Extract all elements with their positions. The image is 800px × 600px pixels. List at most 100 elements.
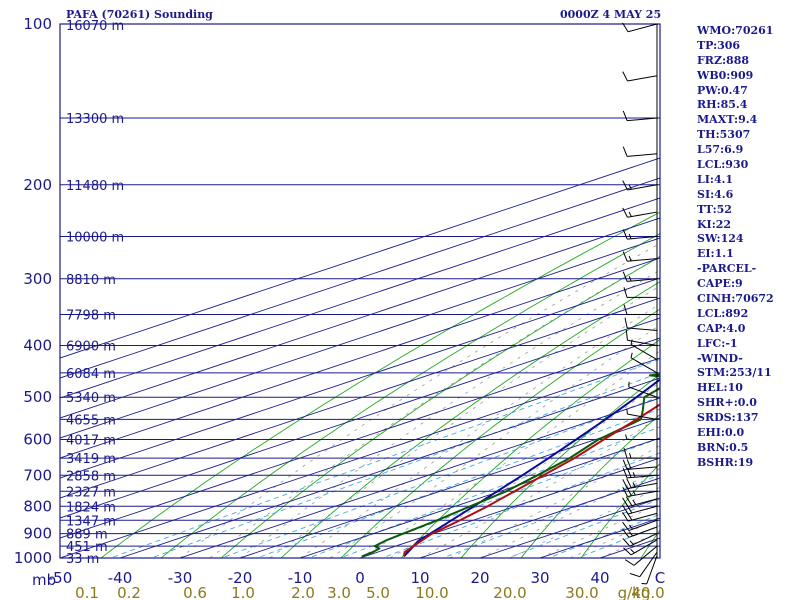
wind-barb bbox=[625, 545, 658, 566]
dry-adiabat-line bbox=[220, 256, 660, 558]
isotherm-line bbox=[60, 277, 660, 479]
indices-panel: WMO:70261 TP:306 FRZ:888 WB0:909 PW:0.47 RH:8… bbox=[697, 24, 774, 471]
index-entry: WB0:909 bbox=[697, 68, 754, 82]
dry-adiabat-line bbox=[340, 308, 660, 558]
temperature-tick-label: -50 bbox=[48, 569, 73, 587]
wind-barb bbox=[630, 339, 658, 360]
temperature-tick-label: 40 bbox=[590, 569, 609, 587]
temperature-tick-label: -20 bbox=[228, 569, 253, 587]
index-entry: CAP:4.0 bbox=[697, 321, 746, 335]
wind-barb bbox=[622, 180, 658, 191]
height-label: 11480 m bbox=[66, 179, 124, 194]
mixing-ratio-line bbox=[149, 372, 660, 558]
mixing-ratio-tick-label: 3.0 bbox=[327, 584, 351, 600]
isotherm-line bbox=[60, 157, 660, 359]
mixing-ratio-unit-label: g/kg bbox=[618, 584, 651, 600]
index-entry: LI:4.1 bbox=[697, 172, 734, 186]
wind-barb bbox=[622, 207, 658, 218]
height-label: 33 m bbox=[66, 552, 99, 567]
mixing-ratio-tick-label: 1.0 bbox=[231, 584, 255, 600]
height-label: 4655 m bbox=[66, 413, 116, 428]
index-entry: BRN:0.5 bbox=[697, 440, 749, 454]
isotherm-line bbox=[60, 357, 660, 558]
index-entry: -PARCEL- bbox=[697, 262, 757, 276]
dry-adiabat-line bbox=[640, 529, 660, 558]
height-label: 8810 m bbox=[66, 273, 116, 288]
mixing-ratio-line bbox=[220, 396, 660, 558]
pressure-tick-label: 800 bbox=[23, 497, 52, 515]
wind-barbs bbox=[622, 22, 658, 585]
temperature-tick-label: 0 bbox=[355, 569, 365, 587]
mixing-ratio-tick-label: 2.0 bbox=[291, 584, 315, 600]
wind-barb bbox=[623, 539, 658, 556]
height-label: 4017 m bbox=[66, 434, 116, 449]
pressure-tick-label: 600 bbox=[23, 431, 52, 449]
mixing-ratio-tick-label: 30.0 bbox=[565, 584, 598, 600]
mixing-ratio-tick-label: 0.2 bbox=[117, 584, 141, 600]
height-label: 10000 m bbox=[66, 230, 124, 245]
wind-barb bbox=[622, 110, 658, 122]
wind-barb bbox=[622, 519, 658, 532]
isotherm-line bbox=[60, 297, 660, 499]
pressure-tick-label: 1000 bbox=[14, 549, 52, 567]
isotherm-line bbox=[119, 377, 660, 558]
index-entry: EHI:0.0 bbox=[697, 426, 745, 440]
wind-barb bbox=[622, 71, 658, 82]
temperature-trace bbox=[402, 403, 660, 557]
isotherm-line bbox=[179, 397, 660, 558]
index-entry: WMO:70261 bbox=[697, 24, 774, 37]
isotherm-line bbox=[299, 437, 660, 558]
pressure-tick-label: 900 bbox=[23, 525, 52, 543]
index-entry: SRDS:137 bbox=[697, 411, 759, 425]
height-label: 6084 m bbox=[66, 367, 116, 382]
index-entry: MAXT:9.4 bbox=[697, 113, 758, 127]
index-entry: FRZ:888 bbox=[697, 53, 750, 67]
pressure-tick-label: 300 bbox=[23, 270, 52, 288]
mixing-ratio-tick-label: 10.0 bbox=[415, 584, 448, 600]
wind-barb bbox=[625, 434, 657, 441]
pressure-tick-label: 700 bbox=[23, 466, 52, 484]
wind-barb bbox=[622, 146, 658, 157]
wind-barb bbox=[641, 555, 658, 585]
wind-barb bbox=[628, 381, 658, 398]
mixing-ratio-line bbox=[255, 408, 660, 558]
height-label: 1824 m bbox=[66, 500, 116, 515]
mixing-ratio-tick-label: 40.0 bbox=[631, 584, 664, 600]
height-label: 6900 m bbox=[66, 340, 116, 355]
wind-barb bbox=[625, 329, 658, 346]
station-title: PAFA (70261) Sounding bbox=[66, 8, 213, 21]
isotherm-line bbox=[60, 257, 660, 459]
isotherm-line bbox=[60, 197, 660, 399]
wind-barb bbox=[622, 526, 658, 538]
wind-barb bbox=[629, 551, 658, 578]
height-label: 7798 m bbox=[66, 309, 116, 324]
height-label: 889 m bbox=[66, 528, 108, 543]
valid-time: 0000Z 4 MAY 25 bbox=[560, 8, 662, 21]
isotherm-line bbox=[60, 317, 660, 519]
temperature-tick-label: 30 bbox=[530, 569, 549, 587]
index-entry: L57:6.9 bbox=[697, 143, 744, 157]
height-label: 1347 m bbox=[66, 514, 116, 529]
index-entry: CINH:70672 bbox=[697, 292, 774, 306]
plot-frame bbox=[59, 23, 661, 559]
height-label: 2858 m bbox=[66, 469, 116, 484]
temperature-tick-label: 10 bbox=[410, 569, 429, 587]
wind-barb bbox=[630, 352, 658, 374]
isotherm-line bbox=[60, 177, 660, 379]
isotherm-line bbox=[60, 217, 660, 419]
moist-adiabat-line bbox=[359, 350, 660, 558]
isotherm-line bbox=[239, 417, 660, 558]
wind-barb bbox=[622, 533, 658, 547]
temperature-tick-label: -30 bbox=[168, 569, 193, 587]
mixing-ratio-tick-label: 0.6 bbox=[183, 584, 207, 600]
wind-barb bbox=[623, 287, 657, 298]
index-entry: STM:253/11 bbox=[697, 366, 772, 380]
index-entry: SI:4.6 bbox=[697, 187, 734, 201]
height-label: 16070 m bbox=[66, 19, 124, 34]
wind-barb bbox=[622, 496, 658, 508]
temperature-tick-label: -40 bbox=[108, 569, 133, 587]
index-entry: LCL:892 bbox=[697, 306, 749, 320]
background-lines bbox=[60, 24, 660, 558]
index-entry: HEL:10 bbox=[697, 381, 743, 395]
